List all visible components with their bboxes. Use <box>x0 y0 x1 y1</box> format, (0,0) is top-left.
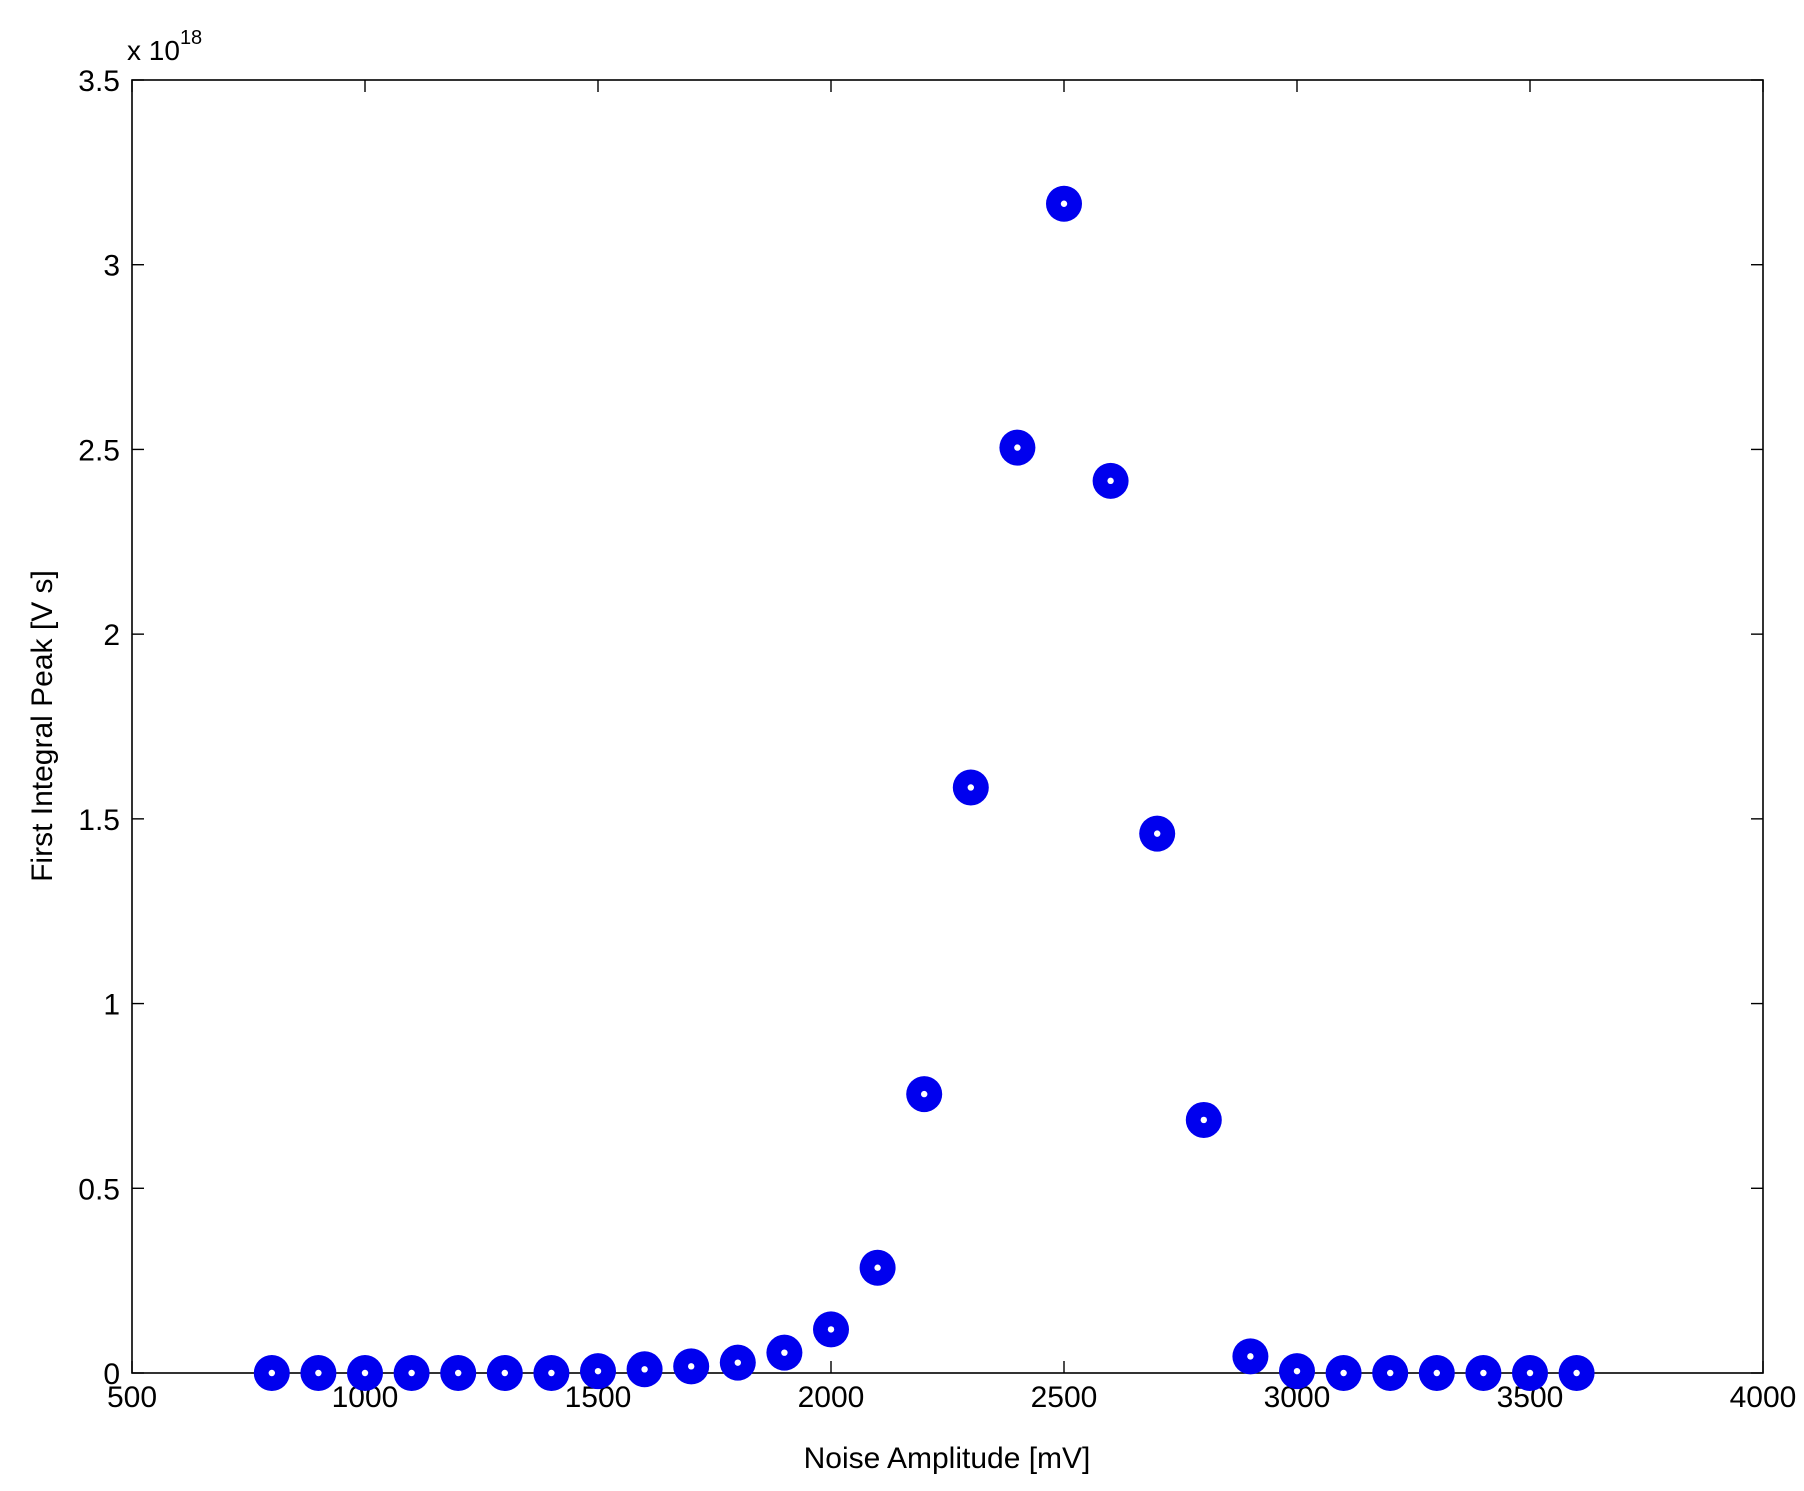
data-point-center <box>781 1349 788 1356</box>
data-point-center <box>921 1090 928 1098</box>
x-tick-labels: 500 1000 1500 2000 2500 3000 3500 4000 <box>107 1381 1796 1414</box>
data-point-center <box>967 784 974 791</box>
data-point-center <box>594 1367 602 1375</box>
y-tick-label: 2 <box>103 619 120 652</box>
x-axis-label: Noise Amplitude [mV] <box>804 1442 1091 1475</box>
x-tick-label: 2000 <box>798 1381 865 1414</box>
data-point <box>486 1355 523 1391</box>
data-points <box>253 185 1595 1391</box>
y-tick-label: 3 <box>103 250 120 283</box>
data-point <box>766 1334 803 1371</box>
data-point <box>1372 1355 1409 1391</box>
data-point-center <box>1573 1369 1580 1377</box>
data-point-center <box>874 1264 881 1271</box>
data-point-center <box>641 1366 648 1373</box>
data-point-center <box>455 1369 462 1377</box>
data-point-center <box>1247 1353 1254 1360</box>
data-point <box>300 1355 337 1391</box>
data-point-center <box>315 1369 322 1377</box>
data-point-center <box>1340 1369 1347 1377</box>
data-point <box>1139 815 1176 852</box>
data-point <box>626 1351 663 1388</box>
data-point <box>1465 1355 1502 1391</box>
y-tick-label: 1 <box>103 989 120 1022</box>
data-point <box>533 1355 570 1391</box>
data-point-center <box>1293 1367 1301 1375</box>
data-point <box>580 1353 616 1390</box>
data-point-center <box>548 1369 555 1377</box>
data-point <box>440 1355 477 1391</box>
data-point <box>813 1311 849 1348</box>
y-tick-label: 2.5 <box>78 434 120 467</box>
y-axis-label: First Integral Peak [V s] <box>26 570 59 882</box>
data-point <box>1232 1338 1269 1375</box>
data-point-center <box>1154 830 1161 837</box>
data-point-center <box>688 1363 695 1370</box>
data-point <box>1325 1355 1362 1391</box>
y-tick-label: 0.5 <box>78 1173 120 1206</box>
y-multiplier-base: x 10 <box>127 35 180 66</box>
data-point <box>1512 1355 1548 1391</box>
data-point <box>1046 185 1082 222</box>
data-point-center <box>1480 1369 1487 1377</box>
data-point <box>859 1249 896 1286</box>
y-tick-label: 1.5 <box>78 804 120 837</box>
y-tick-labels: 0 0.5 1 1.5 2 2.5 3 3.5 <box>78 65 120 1391</box>
data-point-center <box>1107 477 1114 485</box>
data-point-center <box>734 1359 741 1366</box>
data-point-center <box>408 1369 415 1377</box>
data-point-center <box>1387 1369 1394 1377</box>
data-point-center <box>1200 1116 1208 1124</box>
x-tick-label: 2500 <box>1031 1381 1098 1414</box>
y-multiplier-exponent: 18 <box>180 27 202 49</box>
data-point-center <box>827 1326 835 1333</box>
data-point-center <box>1060 200 1068 207</box>
data-point <box>1185 1101 1222 1138</box>
data-point-center <box>1014 444 1021 451</box>
data-point <box>673 1348 710 1385</box>
data-point <box>1279 1353 1315 1390</box>
x-tick-label: 500 <box>107 1381 157 1414</box>
data-point-center <box>361 1369 369 1377</box>
data-point <box>952 769 989 806</box>
data-point <box>1418 1355 1455 1391</box>
data-point <box>906 1076 943 1113</box>
data-point <box>1558 1355 1595 1391</box>
data-point-center <box>1433 1369 1441 1377</box>
y-tick-label: 3.5 <box>78 65 120 98</box>
plot-area <box>131 79 1764 1374</box>
data-point <box>719 1344 756 1381</box>
data-point <box>1092 462 1129 499</box>
data-point <box>999 429 1036 466</box>
data-point <box>393 1355 430 1391</box>
y-multiplier-label: x 1018 <box>127 27 202 66</box>
x-tick-label: 4000 <box>1730 1381 1797 1414</box>
data-point-center <box>268 1369 275 1377</box>
data-point-center <box>501 1369 508 1377</box>
data-point-center <box>1526 1369 1534 1377</box>
data-point <box>347 1355 383 1391</box>
y-tick-label: 0 <box>103 1358 120 1391</box>
data-point <box>253 1355 290 1391</box>
